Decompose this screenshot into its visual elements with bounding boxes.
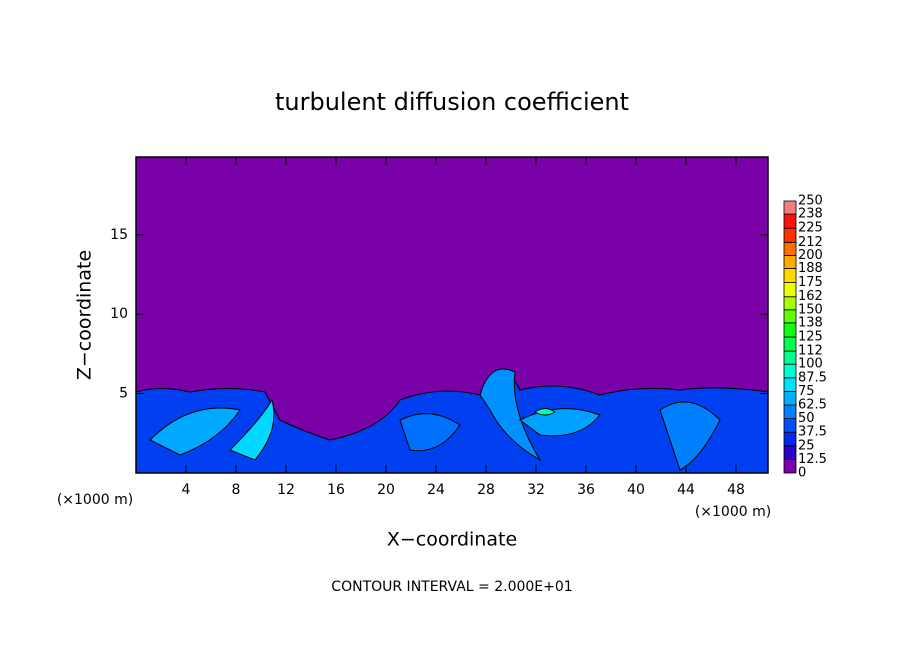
colorbar-cell — [783, 296, 797, 311]
field-region — [399, 413, 461, 452]
colorbar-cell — [783, 377, 797, 392]
y-tick-label: 15 — [110, 227, 128, 243]
x-tick-label: 40 — [627, 482, 645, 498]
colorbar-cell — [783, 363, 797, 379]
annotation: CONTOUR INTERVAL = 2.000E+01 — [331, 579, 572, 595]
colorbar-cell — [783, 200, 797, 215]
y-tick-label: 5 — [119, 386, 128, 402]
colorbar-label: 0 — [798, 466, 806, 481]
colorbar-label: 100 — [798, 357, 823, 372]
colorbar-label: 112 — [798, 344, 823, 359]
colorbar-label: 50 — [798, 411, 815, 426]
colorbar-cell — [783, 404, 797, 420]
colorbar-label: 188 — [798, 261, 823, 276]
colorbar-label: 250 — [798, 194, 823, 209]
field-shapes — [135, 368, 769, 474]
field-region — [149, 407, 241, 456]
colorbar-cell — [783, 282, 797, 298]
colorbar-label: 212 — [798, 235, 823, 250]
colorbar-label: 75 — [798, 384, 815, 399]
y-tick-label: 10 — [110, 306, 128, 322]
field-region — [659, 401, 721, 471]
x-unit: (×1000 m) — [57, 492, 133, 508]
x-axis-label: X−coordinate — [387, 529, 517, 551]
field-region — [229, 398, 275, 461]
x-tick-label: 28 — [477, 482, 495, 498]
colorbar-cell — [783, 458, 797, 474]
x-tick-label: 4 — [182, 482, 191, 498]
colorbar-label: 125 — [798, 330, 823, 345]
field-region — [479, 368, 542, 462]
colorbar-label: 25 — [798, 438, 815, 453]
x-tick-label: 32 — [527, 482, 545, 498]
colorbar-cell — [783, 227, 797, 243]
x-tick-label: 44 — [677, 482, 695, 498]
colorbar-cell — [783, 350, 797, 365]
x-tick-label: 36 — [577, 482, 595, 498]
colorbar-label: 238 — [798, 207, 823, 222]
x-tick-label: 8 — [232, 482, 241, 498]
plot-frame — [135, 156, 769, 474]
y-axis-label: Z−coordinate — [74, 250, 96, 380]
colorbar-cell — [783, 241, 797, 256]
colorbar-label: 150 — [798, 302, 823, 317]
colorbar-cell — [783, 418, 797, 433]
colorbar-label: 87.5 — [798, 370, 827, 385]
x-tick-label: 48 — [727, 482, 745, 498]
colorbar-label: 37.5 — [798, 425, 827, 440]
colorbar-cell — [783, 322, 797, 338]
x-tick-label: 24 — [427, 482, 445, 498]
colorbar-label: 225 — [798, 221, 823, 236]
colorbar-cell — [783, 390, 797, 406]
colorbar-label: 62.5 — [798, 398, 827, 413]
colorbar-cell — [783, 254, 797, 269]
colorbar-label: 162 — [798, 289, 823, 304]
colorbar-cell — [783, 309, 797, 324]
colorbar-label: 175 — [798, 275, 823, 290]
x-tick-label: 12 — [277, 482, 295, 498]
colorbar-cell — [783, 445, 797, 460]
x-tick-label: 20 — [377, 482, 395, 498]
field-region — [534, 408, 556, 416]
colorbar-label: 12.5 — [798, 452, 827, 467]
colorbar-cell — [783, 268, 797, 283]
x-tick-label: 16 — [327, 482, 345, 498]
colorbar-label: 200 — [798, 248, 823, 263]
colorbar-cell — [783, 213, 797, 229]
colorbar-cell — [783, 336, 797, 352]
chart-title: turbulent diffusion coefficient — [275, 88, 629, 116]
colorbar-cell — [783, 431, 797, 447]
colorbar-label: 138 — [798, 315, 823, 330]
x-unit: (×1000 m) — [695, 504, 771, 520]
